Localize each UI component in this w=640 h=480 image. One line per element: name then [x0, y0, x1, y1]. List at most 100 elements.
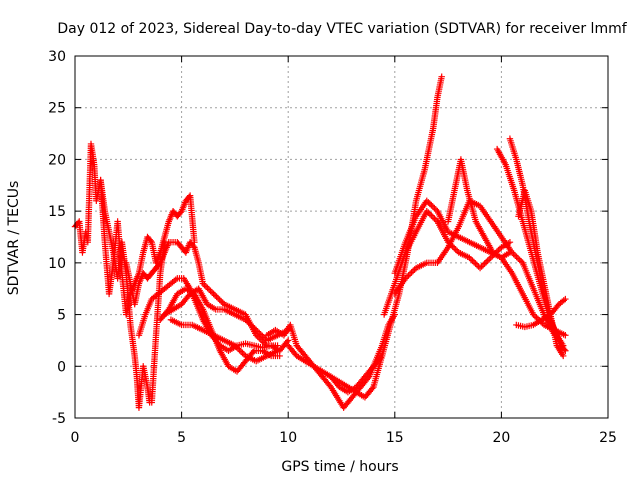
data-point — [326, 382, 333, 389]
data-point — [554, 302, 561, 309]
data-point — [402, 275, 409, 282]
data-point — [482, 258, 490, 266]
data-point — [466, 254, 473, 261]
data-point — [74, 219, 82, 226]
y-tick-label: -5 — [52, 411, 66, 427]
data-point — [245, 319, 252, 326]
data-point — [423, 197, 430, 204]
data-point — [511, 252, 519, 259]
data-point — [562, 295, 569, 303]
data-point — [219, 299, 226, 306]
y-tick-label: 25 — [48, 101, 66, 117]
data-series — [161, 285, 292, 344]
data-point — [431, 215, 438, 222]
data-point — [214, 295, 222, 302]
plot-frame — [74, 55, 609, 419]
data-point — [467, 255, 475, 263]
data-point — [185, 193, 193, 201]
data-point — [403, 273, 411, 281]
data-point — [259, 332, 266, 340]
data-point — [248, 322, 255, 329]
x-tick-label: 0 — [71, 430, 80, 446]
data-point — [438, 73, 445, 80]
x-tick-label: 15 — [386, 430, 404, 446]
data-point — [450, 244, 458, 252]
data-point — [240, 351, 248, 358]
data-point — [479, 261, 487, 269]
x-tick-label: 5 — [177, 430, 186, 446]
data-point — [205, 286, 213, 293]
data-point — [231, 342, 239, 349]
data-point — [452, 246, 459, 253]
data-point — [190, 242, 197, 250]
x-tick-label: 10 — [279, 430, 297, 446]
data-point — [233, 343, 240, 351]
data-point — [530, 311, 537, 318]
data-point — [147, 237, 154, 245]
data-point — [481, 260, 488, 267]
data-point — [476, 264, 484, 272]
x-axis-label: GPS time / hours — [281, 459, 398, 475]
data-point — [274, 347, 281, 354]
y-tick-label: 10 — [48, 256, 66, 272]
data-point — [406, 270, 414, 278]
data-point — [207, 287, 214, 295]
data-point — [249, 349, 257, 356]
data-point — [216, 296, 223, 303]
data-point — [496, 245, 504, 253]
data-point — [473, 261, 481, 269]
data-point — [425, 209, 432, 216]
data-point — [432, 206, 440, 213]
data-point — [423, 207, 430, 215]
data-point — [425, 199, 432, 206]
data-series — [167, 316, 281, 365]
data-point — [239, 349, 246, 357]
y-tick-label: 5 — [57, 308, 66, 324]
data-point — [562, 332, 569, 339]
data-point — [516, 256, 523, 264]
data-point — [429, 213, 437, 221]
data-point — [426, 210, 434, 218]
data-point — [283, 338, 291, 346]
data-point — [514, 255, 522, 262]
data-series — [444, 156, 514, 261]
y-tick-label: 20 — [48, 152, 66, 168]
data-point — [202, 283, 210, 290]
x-tick-label: 20 — [492, 430, 510, 446]
data-point — [470, 258, 478, 266]
data-point — [211, 292, 219, 299]
data-point — [217, 298, 225, 305]
data-point — [531, 312, 539, 320]
data-point — [454, 247, 461, 255]
data-point — [426, 200, 434, 207]
data-series — [97, 176, 198, 318]
data-point — [405, 272, 412, 279]
data-point — [276, 352, 283, 360]
data-point — [411, 266, 418, 273]
data-point — [428, 202, 435, 209]
data-point — [256, 329, 263, 337]
data-point — [254, 328, 261, 335]
x-tick-label: 25 — [599, 430, 617, 446]
data-point — [208, 289, 216, 296]
data-point — [429, 203, 437, 210]
data-series — [327, 73, 445, 401]
data-point — [369, 385, 376, 392]
data-point — [210, 290, 217, 298]
data-point — [246, 320, 254, 328]
data-points — [71, 73, 569, 411]
data-point — [408, 269, 415, 276]
data-point — [242, 316, 249, 323]
data-series — [380, 207, 514, 318]
data-point — [472, 260, 479, 267]
y-tick-label: 0 — [57, 359, 66, 375]
data-point — [469, 257, 476, 264]
data-point — [201, 281, 208, 289]
data-point — [513, 253, 520, 261]
y-tick-label: 15 — [48, 204, 66, 220]
data-point — [257, 331, 264, 338]
chart-title: Day 012 of 2023, Sidereal Day-to-day VTE… — [57, 21, 627, 37]
data-point — [409, 267, 417, 275]
data-point — [213, 293, 220, 301]
